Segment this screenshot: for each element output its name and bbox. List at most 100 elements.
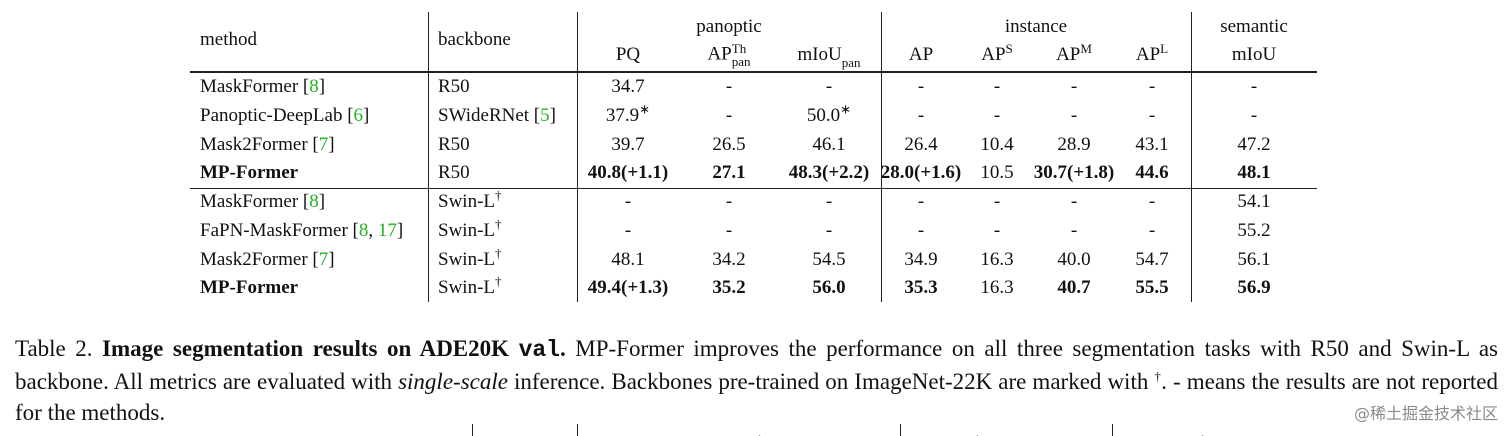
value: 54.5 xyxy=(812,249,846,270)
text-segment: . - means the results are not reported f… xyxy=(15,369,1498,425)
value-cell: 48.3(+2.2) xyxy=(789,162,869,184)
value: 35.3 xyxy=(904,277,938,298)
column-rule xyxy=(900,424,901,436)
value-cell: 40.0 xyxy=(1057,249,1090,271)
value: 28.9 xyxy=(1057,134,1091,155)
value-cell: 37.9∗ xyxy=(606,103,650,127)
value: - xyxy=(725,191,733,212)
value-cell: 27.1 xyxy=(712,162,745,184)
backbone-cell: R50 xyxy=(438,162,470,184)
text-segment: † xyxy=(495,245,502,261)
value-cell: - xyxy=(1149,105,1155,127)
value: - xyxy=(624,220,632,241)
value: - xyxy=(825,76,833,97)
value-cell: 48.1 xyxy=(611,249,644,271)
value: 46.1 xyxy=(812,134,846,155)
text-segment: † xyxy=(495,216,502,232)
value: 43.1 xyxy=(1135,134,1169,155)
value-cell: 40.8(+1.1) xyxy=(588,162,668,184)
text-segment: FaPN-MaskFormer [ xyxy=(200,220,359,241)
column-header: AP M xyxy=(1056,42,1092,66)
value: 34.2 xyxy=(712,249,746,270)
column-header-base: mIoU xyxy=(797,44,842,65)
value-cell: - xyxy=(625,191,631,213)
method-cell: FaPN-MaskFormer [8, 17] xyxy=(200,220,403,242)
value: - xyxy=(1148,220,1156,241)
value-cell: - xyxy=(994,105,1000,127)
value-cell: 34.7 xyxy=(611,76,644,98)
text-segment: SWideRNet [ xyxy=(438,105,541,126)
value: - xyxy=(1148,191,1156,212)
watermark: @稀土掘金技术社区 xyxy=(1353,404,1498,423)
value: - xyxy=(1070,76,1078,97)
text-segment: MP-Former improves the performance on al… xyxy=(15,336,1498,394)
scripts: L xyxy=(1160,42,1168,62)
next-group-header: semantic xyxy=(1146,432,1214,436)
value: - xyxy=(725,105,733,126)
column-rule xyxy=(881,12,882,302)
value-mark: ∗ xyxy=(840,101,852,117)
value: - xyxy=(725,76,733,97)
text-segment: ] xyxy=(328,134,335,155)
value: 16.3 xyxy=(980,277,1014,298)
caption: Table 2. Image segmentation results on A… xyxy=(15,333,1498,428)
text-segment: † xyxy=(495,187,502,203)
column-header-sup: Th xyxy=(731,41,747,56)
column-header-base: mIoU xyxy=(1231,44,1277,65)
next-group-header: instance xyxy=(975,432,1037,436)
value-cell: 56.0 xyxy=(812,277,845,299)
backbone-header: backbone xyxy=(438,29,511,50)
method-cell: MaskFormer [8] xyxy=(200,191,325,213)
text-segment: single-scale xyxy=(398,369,508,394)
text-segment: Panoptic-DeepLab [ xyxy=(200,105,354,126)
value-cell: 56.1 xyxy=(1237,249,1270,271)
value-cell: 44.6 xyxy=(1135,162,1168,184)
text-segment: MP-Former xyxy=(200,162,299,183)
value: - xyxy=(993,220,1001,241)
value-cell: 50.0∗ xyxy=(807,101,852,127)
value: 40.0 xyxy=(1057,249,1091,270)
text-segment: . xyxy=(559,336,566,361)
scripts: pan xyxy=(842,49,861,69)
column-rule xyxy=(577,424,578,436)
header-rule xyxy=(190,71,1317,73)
column-rule xyxy=(1191,12,1192,302)
value-cell: 28.9 xyxy=(1057,134,1090,156)
text-segment: ] xyxy=(396,220,404,241)
value-cell: - xyxy=(826,76,832,98)
value-cell: - xyxy=(918,76,924,98)
text-segment: inference. Backbones pre-trained on Imag… xyxy=(507,369,1155,394)
column-header-base: AP xyxy=(981,44,1006,65)
value: 55.5 xyxy=(1135,277,1169,298)
value-cell: 54.7 xyxy=(1135,249,1168,271)
column-header-base: AP xyxy=(707,43,732,65)
scripts: Th pan xyxy=(732,42,751,68)
value: 48.1 xyxy=(1237,162,1271,183)
value-cell: 47.2 xyxy=(1237,134,1270,156)
method-cell: Mask2Former [7] xyxy=(200,249,335,271)
value-cell: - xyxy=(1071,191,1077,213)
text-segment: MP-Former xyxy=(200,277,299,298)
group-header: semantic xyxy=(1220,16,1288,37)
value: - xyxy=(624,191,632,212)
backbone-cell: Swin-L† xyxy=(438,187,502,213)
text-segment: ] xyxy=(318,191,326,212)
value: - xyxy=(993,76,1001,97)
value-cell: 43.1 xyxy=(1135,134,1168,156)
text-segment: Image segmentation results on ADE20K xyxy=(102,336,519,361)
value-cell: - xyxy=(726,76,732,98)
next-group-header: panoptic xyxy=(705,432,770,436)
text-segment: † xyxy=(1154,368,1162,384)
value-cell: 28.0(+1.6) xyxy=(881,162,961,184)
value: - xyxy=(1070,220,1078,241)
text-segment: , xyxy=(368,220,378,241)
value: 39.7 xyxy=(611,134,645,155)
column-header-sub: pan xyxy=(841,55,861,71)
value: 28.0(+1.6) xyxy=(880,162,962,183)
citation: 8 xyxy=(309,191,319,212)
value: 54.7 xyxy=(1135,249,1169,270)
value-cell: - xyxy=(994,191,1000,213)
value: 56.0 xyxy=(812,277,846,298)
value-cell: 34.9 xyxy=(904,249,937,271)
value: - xyxy=(917,220,925,241)
